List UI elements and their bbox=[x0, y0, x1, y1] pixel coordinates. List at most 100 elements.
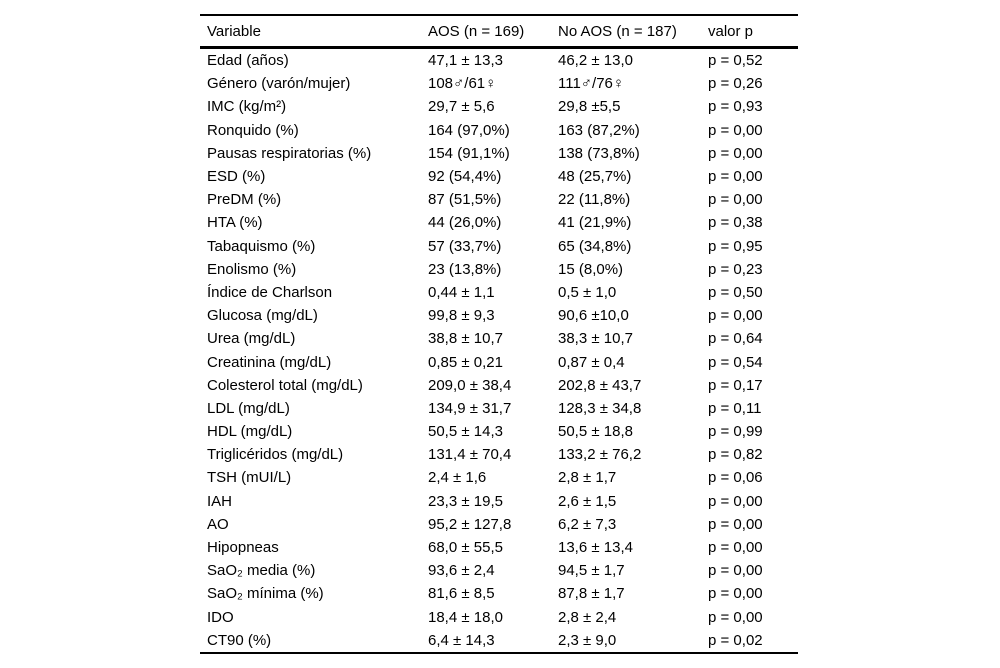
cell-aos-value: 154 (91,1%) bbox=[428, 144, 510, 162]
cell-variable: Triglicéridos (mg/dL) bbox=[207, 446, 344, 464]
table-row: IAH 23,3 ± 19,5 2,6 ± 1,5 p = 0,00 bbox=[200, 490, 798, 513]
cell-variable: SaO₂ mínima (%) bbox=[207, 585, 324, 603]
cell-no-aos-value: 94,5 ± 1,7 bbox=[558, 562, 625, 580]
cell-variable: LDL (mg/dL) bbox=[207, 399, 290, 417]
cell-variable: Urea (mg/dL) bbox=[207, 330, 296, 348]
table-row: PreDM (%) 87 (51,5%) 22 (11,8%) p = 0,00 bbox=[200, 188, 798, 211]
cell-p-value: p = 0,06 bbox=[708, 469, 763, 487]
cell-no-aos-value: 15 (8,0%) bbox=[558, 260, 624, 278]
cell-no-aos-value: 48 (25,7%) bbox=[558, 168, 632, 186]
cell-variable: Glucosa (mg/dL) bbox=[207, 307, 318, 325]
cell-aos-value: 50,5 ± 14,3 bbox=[428, 423, 503, 441]
cell-aos-value: 2,4 ± 1,6 bbox=[428, 469, 487, 487]
table-row: Tabaquismo (%) 57 (33,7%) 65 (34,8%) p = 0,… bbox=[200, 235, 798, 258]
cell-p-value: p = 0,00 bbox=[708, 608, 763, 626]
cell-variable: Pausas respiratorias (%) bbox=[207, 144, 372, 162]
cell-p-value: p = 0,00 bbox=[708, 539, 763, 557]
cell-aos-value: 44 (26,0%) bbox=[428, 214, 502, 232]
cell-variable: Ronquido (%) bbox=[207, 121, 299, 139]
cell-variable: IAH bbox=[207, 492, 233, 510]
cell-aos-value: 0,44 ± 1,1 bbox=[428, 283, 495, 301]
cell-p-value: p = 0,00 bbox=[708, 515, 763, 533]
cell-aos-value: 23 (13,8%) bbox=[428, 260, 502, 278]
cell-no-aos-value: 2,3 ± 9,0 bbox=[558, 631, 617, 649]
table-row: IDO 18,4 ± 18,0 2,8 ± 2,4 p = 0,00 bbox=[200, 606, 798, 629]
table-row: Glucosa (mg/dL) 99,8 ± 9,3 90,6 ±10,0 p = 0… bbox=[200, 304, 798, 327]
column-header-no-aos: No AOS (n = 187) bbox=[558, 22, 677, 40]
table-row: ESD (%) 92 (54,4%) 48 (25,7%) p = 0,00 bbox=[200, 165, 798, 188]
cell-aos-value: 93,6 ± 2,4 bbox=[428, 562, 495, 580]
cell-aos-value: 209,0 ± 38,4 bbox=[428, 376, 512, 394]
cell-variable: Tabaquismo (%) bbox=[207, 237, 316, 255]
table-row: HTA (%) 44 (26,0%) 41 (21,9%) p = 0,38 bbox=[200, 211, 798, 234]
cell-variable: HDL (mg/dL) bbox=[207, 423, 293, 441]
cell-variable: Hipopneas bbox=[207, 539, 279, 557]
cell-no-aos-value: 0,5 ± 1,0 bbox=[558, 283, 617, 301]
cell-aos-value: 108♂/61♀ bbox=[428, 75, 497, 93]
cell-variable: PreDM (%) bbox=[207, 191, 282, 209]
cell-variable: Género (varón/mujer) bbox=[207, 75, 351, 93]
cell-p-value: p = 0,50 bbox=[708, 283, 763, 301]
column-header-variable: Variable bbox=[207, 22, 261, 40]
table-row: Género (varón/mujer) 108♂/61♀ 111♂/76♀ p = … bbox=[200, 72, 798, 95]
table-row: HDL (mg/dL) 50,5 ± 14,3 50,5 ± 18,8 p = 0,9… bbox=[200, 420, 798, 443]
cell-p-value: p = 0,00 bbox=[708, 307, 763, 325]
cell-no-aos-value: 29,8 ±5,5 bbox=[558, 98, 621, 116]
table-row: Colesterol total (mg/dL) 209,0 ± 38,4 202,… bbox=[200, 374, 798, 397]
cell-no-aos-value: 50,5 ± 18,8 bbox=[558, 423, 633, 441]
table-row: TSH (mUI/L) 2,4 ± 1,6 2,8 ± 1,7 p = 0,06 bbox=[200, 466, 798, 489]
cell-p-value: p = 0,99 bbox=[708, 423, 763, 441]
cell-variable: HTA (%) bbox=[207, 214, 263, 232]
table-row: Hipopneas 68,0 ± 55,5 13,6 ± 13,4 p = 0,00 bbox=[200, 536, 798, 559]
table-header-row: Variable AOS (n = 169) No AOS (n = 187) … bbox=[200, 16, 798, 49]
table-row: Triglicéridos (mg/dL) 131,4 ± 70,4 133,2 ±… bbox=[200, 443, 798, 466]
table-row: Creatinina (mg/dL) 0,85 ± 0,21 0,87 ± 0,4 p… bbox=[200, 350, 798, 373]
cell-p-value: p = 0,00 bbox=[708, 562, 763, 580]
cell-variable: CT90 (%) bbox=[207, 631, 272, 649]
cell-p-value: p = 0,11 bbox=[708, 399, 762, 417]
cell-no-aos-value: 65 (34,8%) bbox=[558, 237, 632, 255]
cell-aos-value: 92 (54,4%) bbox=[428, 168, 502, 186]
cell-variable: AO bbox=[207, 515, 229, 533]
table-row: Ronquido (%) 164 (97,0%) 163 (87,2%) p = 0,… bbox=[200, 119, 798, 142]
cell-aos-value: 81,6 ± 8,5 bbox=[428, 585, 495, 603]
cell-p-value: p = 0,95 bbox=[708, 237, 763, 255]
cell-aos-value: 131,4 ± 70,4 bbox=[428, 446, 512, 464]
cell-variable: ESD (%) bbox=[207, 168, 266, 186]
table-row: AO 95,2 ± 127,8 6,2 ± 7,3 p = 0,00 bbox=[200, 513, 798, 536]
comparison-table: Variable AOS (n = 169) No AOS (n = 187) … bbox=[200, 14, 798, 654]
table-row: IMC (kg/m²) 29,7 ± 5,6 29,8 ±5,5 p = 0,93 bbox=[200, 95, 798, 118]
cell-variable: SaO₂ media (%) bbox=[207, 562, 316, 580]
cell-no-aos-value: 13,6 ± 13,4 bbox=[558, 539, 633, 557]
cell-variable: Colesterol total (mg/dL) bbox=[207, 376, 363, 394]
table-row: Urea (mg/dL) 38,8 ± 10,7 38,3 ± 10,7 p = 0,… bbox=[200, 327, 798, 350]
table-row: Pausas respiratorias (%) 154 (91,1%) 138 (… bbox=[200, 142, 798, 165]
cell-aos-value: 87 (51,5%) bbox=[428, 191, 502, 209]
cell-aos-value: 29,7 ± 5,6 bbox=[428, 98, 495, 116]
cell-no-aos-value: 6,2 ± 7,3 bbox=[558, 515, 617, 533]
cell-aos-value: 99,8 ± 9,3 bbox=[428, 307, 495, 325]
cell-no-aos-value: 90,6 ±10,0 bbox=[558, 307, 629, 325]
cell-p-value: p = 0,00 bbox=[708, 144, 763, 162]
table-row: Edad (años) 47,1 ± 13,3 46,2 ± 13,0 p = 0,5… bbox=[200, 49, 798, 72]
cell-p-value: p = 0,00 bbox=[708, 492, 763, 510]
column-header-p-value: valor p bbox=[708, 22, 754, 40]
cell-no-aos-value: 2,8 ± 2,4 bbox=[558, 608, 617, 626]
cell-variable: Enolismo (%) bbox=[207, 260, 297, 278]
cell-p-value: p = 0,64 bbox=[708, 330, 763, 348]
cell-aos-value: 57 (33,7%) bbox=[428, 237, 502, 255]
table-row: SaO₂ mínima (%) 81,6 ± 8,5 87,8 ± 1,7 p = 0… bbox=[200, 582, 798, 605]
table-body: Edad (años) 47,1 ± 13,3 46,2 ± 13,0 p = 0,5… bbox=[200, 49, 798, 652]
cell-no-aos-value: 46,2 ± 13,0 bbox=[558, 52, 633, 70]
cell-no-aos-value: 0,87 ± 0,4 bbox=[558, 353, 625, 371]
cell-no-aos-value: 41 (21,9%) bbox=[558, 214, 632, 232]
cell-p-value: p = 0,54 bbox=[708, 353, 763, 371]
cell-aos-value: 23,3 ± 19,5 bbox=[428, 492, 503, 510]
cell-aos-value: 68,0 ± 55,5 bbox=[428, 539, 503, 557]
cell-aos-value: 18,4 ± 18,0 bbox=[428, 608, 503, 626]
cell-p-value: p = 0,17 bbox=[708, 376, 763, 394]
cell-variable: Edad (años) bbox=[207, 52, 289, 70]
cell-p-value: p = 0,93 bbox=[708, 98, 763, 116]
cell-aos-value: 134,9 ± 31,7 bbox=[428, 399, 512, 417]
